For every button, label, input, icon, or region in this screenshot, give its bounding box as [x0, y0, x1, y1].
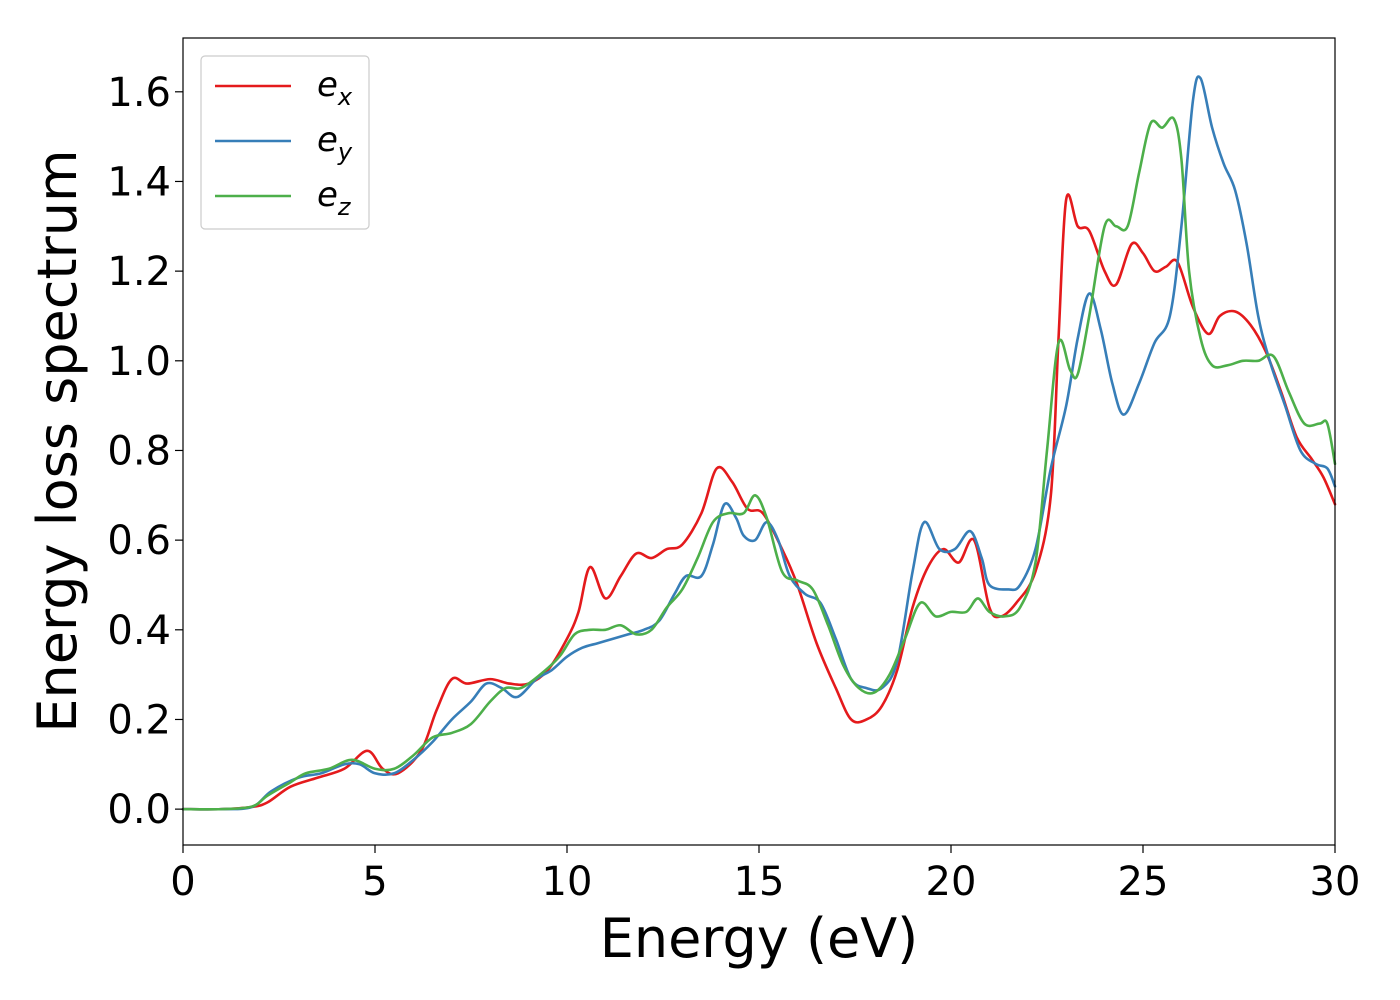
y-tick-label: 0.4 [107, 608, 171, 654]
y-tick-label: 0.8 [107, 428, 171, 474]
legend-label-x: ex [317, 65, 353, 111]
x-axis-ticks: 0 5 10 15 20 25 30 [170, 845, 1360, 905]
x-tick-label: 15 [734, 859, 785, 905]
x-tick-label: 10 [542, 859, 593, 905]
legend: ex ey ez [200, 55, 370, 230]
y-tick-label: 0.0 [107, 787, 171, 833]
x-tick-label: 20 [926, 859, 977, 905]
y-tick-label: 1.0 [107, 339, 171, 385]
x-axis-label: Energy (eV) [600, 907, 919, 970]
series-layer [181, 75, 1337, 811]
legend-label-y: ey [317, 120, 353, 166]
x-tick-label: 5 [362, 859, 387, 905]
legend-entries: ex ey ez [215, 65, 353, 221]
y-tick-label: 1.4 [107, 159, 171, 205]
y-axis-ticks: 0.0 0.2 0.4 0.6 0.8 1.0 1.2 1.4 1.6 [107, 70, 183, 833]
legend-label-z: ez [317, 175, 352, 221]
y-tick-label: 0.2 [107, 697, 171, 743]
x-tick-label: 25 [1118, 859, 1169, 905]
x-tick-label: 30 [1310, 859, 1361, 905]
y-tick-label: 0.6 [107, 518, 171, 564]
y-tick-label: 1.6 [107, 70, 171, 116]
legend-box [200, 55, 370, 230]
series-line-x [181, 193, 1337, 811]
x-tick-label: 0 [170, 859, 195, 905]
y-tick-label: 1.2 [107, 249, 171, 295]
series-line-z [181, 116, 1337, 811]
y-axis-label: Energy loss spectrum [26, 149, 89, 732]
